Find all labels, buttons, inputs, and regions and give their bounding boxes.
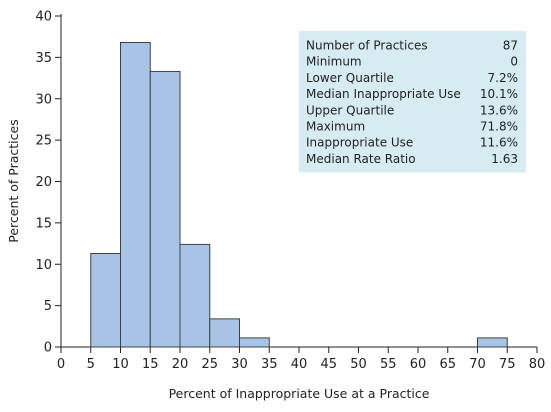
stats-value: 87 (503, 39, 518, 53)
stats-label: Number of Practices (306, 39, 428, 53)
histogram-bar-20 (179, 243, 211, 348)
x-tick-label: 25 (201, 357, 218, 372)
histogram-bars (90, 41, 508, 348)
stats-label: Lower Quartile (306, 71, 394, 85)
x-tick-label: 55 (380, 357, 397, 372)
x-tick-label: 20 (172, 357, 189, 372)
stats-value: 1.63 (491, 152, 518, 166)
histogram-bar-5 (90, 252, 121, 348)
stats-label: Upper Quartile (306, 103, 394, 117)
y-tick-label: 10 (35, 258, 52, 273)
histogram-bar-30 (239, 337, 270, 348)
x-tick-label: 50 (350, 357, 367, 372)
x-axis: 0 5 10 15 20 25 30 35 40 45 50 55 60 65 70 75 80 (57, 346, 546, 372)
stats-value: 7.2% (488, 71, 519, 85)
stats-label: Median Rate Ratio (306, 152, 416, 166)
x-tick-label: 35 (261, 357, 278, 372)
y-tick-label: 0 (44, 341, 52, 356)
y-tick-label: 20 (35, 175, 52, 190)
stats-value: 10.1% (480, 87, 518, 101)
y-tick-label: 30 (35, 92, 52, 107)
stats-value: 0 (510, 55, 518, 69)
y-tick-label: 25 (35, 134, 52, 149)
x-tick-label: 65 (439, 357, 456, 372)
x-tick-label: 10 (112, 357, 129, 372)
x-tick-label: 80 (529, 357, 546, 372)
stats-value: 13.6% (480, 103, 518, 117)
x-tick-label: 75 (499, 357, 516, 372)
histogram-bar-70 (477, 337, 508, 348)
histogram-bar-25 (209, 318, 240, 348)
stats-box: Number of Practices 87 Minimum 0 Lower Quart… (299, 31, 526, 173)
x-tick-label: 5 (87, 357, 95, 372)
stats-label: Maximum (306, 120, 365, 134)
stats-value: 11.6% (480, 136, 518, 150)
histogram-bar-10 (120, 41, 151, 348)
y-axis: 0 5 10 15 20 25 30 35 40 (35, 10, 62, 356)
y-tick-label: 40 (35, 10, 52, 25)
y-axis-title: Percent of Practices (6, 119, 21, 242)
stats-value: 71.8% (480, 120, 518, 134)
y-tick-label: 15 (35, 216, 52, 231)
stats-box-background (299, 31, 526, 173)
x-tick-label: 15 (142, 357, 159, 372)
stats-label: Inappropriate Use (306, 136, 413, 150)
y-tick-label: 5 (44, 299, 52, 314)
x-axis-title: Percent of Inappropriate Use at a Practi… (169, 386, 430, 401)
x-tick-label: 70 (469, 357, 486, 372)
y-tick-label: 35 (35, 51, 52, 66)
stats-label: Median Inappropriate Use (306, 87, 461, 101)
x-tick-label: 30 (231, 357, 248, 372)
x-tick-label: 40 (291, 357, 308, 372)
x-tick-label: 60 (410, 357, 427, 372)
x-tick-label: 0 (57, 357, 65, 372)
stats-label: Minimum (306, 55, 362, 69)
x-tick-label: 45 (320, 357, 337, 372)
histogram-bar-15 (149, 70, 181, 348)
